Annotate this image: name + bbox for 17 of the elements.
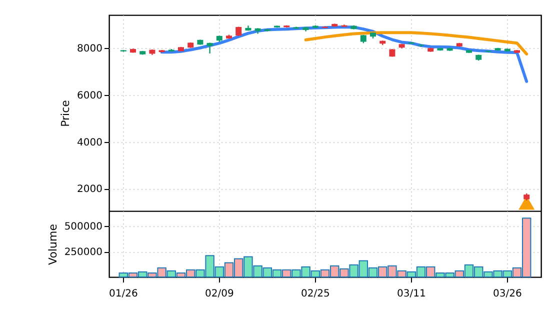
x-tick-label: 01/26 [108,288,138,300]
y-tick-label: 500000 [64,222,102,233]
line-series [304,31,528,56]
line-series [160,25,528,83]
y-tick-label: 4000 [77,137,102,148]
y-axis-title: Volume [46,224,60,265]
candlestick [206,42,213,54]
x-tick-label: 03/11 [396,288,426,300]
y-tick-label: 250000 [64,247,102,258]
x-tick-label: 03/26 [492,288,522,300]
y-axis-title: Price [59,100,72,127]
x-tick-label: 02/25 [300,288,330,300]
y-tick-label: 6000 [77,90,102,102]
x-tick-label: 02/09 [204,288,234,300]
y-tick-label: 2000 [77,184,102,196]
candlestick [236,26,242,36]
y-tick-label: 8000 [77,43,102,54]
